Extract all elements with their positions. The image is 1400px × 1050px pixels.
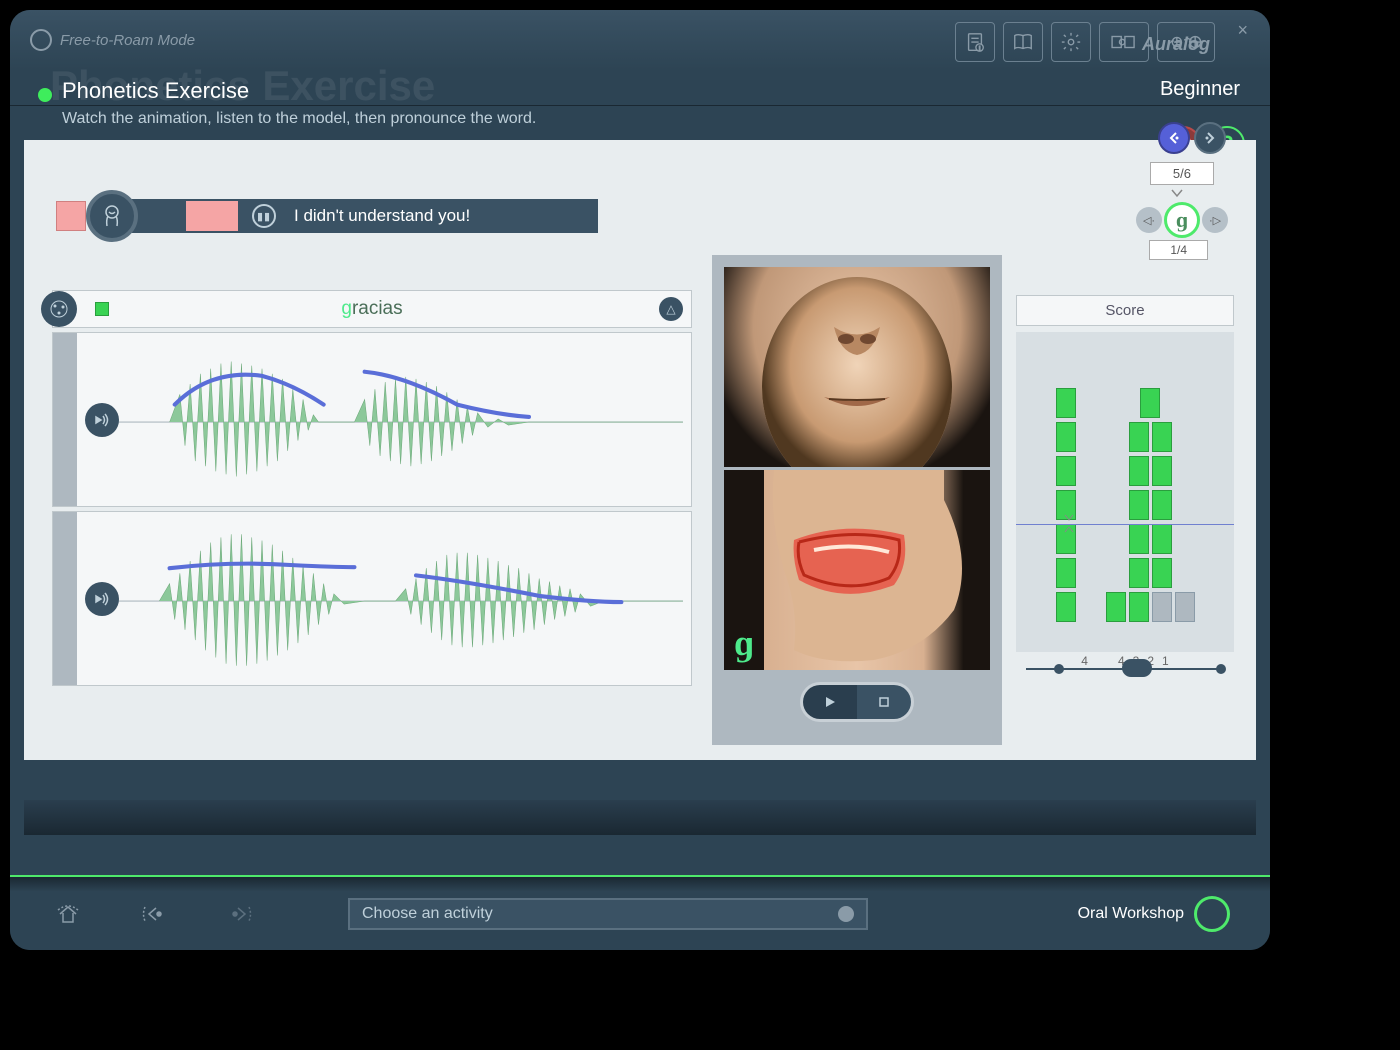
- score-block: [1152, 422, 1172, 452]
- score-slider[interactable]: [1026, 668, 1224, 670]
- waveform-user-svg: [108, 522, 683, 681]
- workshop-ring-icon: [1194, 896, 1230, 932]
- score-block: [1056, 422, 1076, 452]
- play-animation-button[interactable]: [803, 685, 857, 719]
- next-page-button[interactable]: [1194, 122, 1226, 154]
- score-block: [1106, 592, 1126, 622]
- score-block: [1152, 456, 1172, 486]
- instruction-text: Watch the animation, listen to the model…: [62, 110, 1230, 128]
- score-block: [1129, 456, 1149, 486]
- sub-counter: 1/4: [1149, 240, 1208, 260]
- score-block: [1175, 592, 1195, 622]
- prev-page-button[interactable]: [1158, 122, 1190, 154]
- activity-select[interactable]: Choose an activity: [348, 898, 868, 930]
- main-area: 5/6 ◁· ɡ ·▷ 1/4 ▮▮ I didn't understand y…: [24, 140, 1256, 760]
- brand-label: Auralog: [1142, 34, 1210, 55]
- notes-icon[interactable]: !: [955, 22, 995, 62]
- score-block: [1129, 524, 1149, 554]
- score-block: [1152, 524, 1172, 554]
- dark-band: [24, 800, 1256, 835]
- feedback-bar: ▮▮ I didn't understand you!: [86, 190, 598, 242]
- score-block: [1129, 490, 1149, 520]
- globe-small-icon[interactable]: [41, 291, 77, 327]
- triangle-icon[interactable]: △: [659, 297, 683, 321]
- book-icon[interactable]: [1003, 22, 1043, 62]
- face-front-view: [724, 267, 990, 467]
- home-button[interactable]: [50, 896, 86, 932]
- score-label-left: 4: [1081, 654, 1088, 668]
- workshop-indicator: Oral Workshop: [1078, 896, 1230, 932]
- phoneme-label: ɡ: [734, 622, 754, 664]
- page-nav: [1158, 122, 1226, 154]
- score-threshold-line: [1016, 524, 1234, 525]
- back-button[interactable]: [136, 896, 172, 932]
- sub-nav: ◁· ɡ ·▷: [1136, 202, 1228, 238]
- down-arrow-icon: [1170, 188, 1184, 198]
- score-block: [1056, 592, 1076, 622]
- score-block: [1056, 456, 1076, 486]
- feedback-text: I didn't understand you!: [294, 206, 470, 226]
- bottom-bar: Choose an activity Oral Workshop: [10, 875, 1270, 950]
- sub-next-button[interactable]: ·▷: [1202, 207, 1228, 233]
- slider-handle-icon[interactable]: [1122, 659, 1152, 677]
- workshop-label: Oral Workshop: [1078, 905, 1184, 923]
- waveform-model: [52, 332, 692, 507]
- waveform-user: [52, 511, 692, 686]
- face-front-svg: [724, 267, 990, 467]
- wave-side-bar: [53, 333, 77, 506]
- score-block: [1129, 422, 1149, 452]
- title-divider: [10, 105, 1270, 106]
- page-counter: 5/6: [1150, 162, 1214, 185]
- score-col-right: [1106, 342, 1195, 622]
- level-label: Beginner: [1160, 78, 1240, 101]
- sub-prev-button[interactable]: ◁·: [1136, 207, 1162, 233]
- score-block: [1056, 558, 1076, 588]
- top-bar: Free-to-Roam Mode ! Auralog ×: [10, 10, 1270, 70]
- animation-controls: [724, 682, 990, 722]
- status-square-icon: [95, 302, 109, 316]
- feedback-marker: [56, 201, 86, 231]
- title-band: Phonetics Exercise Phonetics Exercise Be…: [10, 70, 1270, 140]
- face-side-svg: [724, 470, 990, 670]
- activity-placeholder: Choose an activity: [362, 905, 493, 923]
- status-dot-icon: [38, 88, 52, 102]
- feedback-pink: [186, 201, 238, 231]
- play-model-button[interactable]: [85, 403, 119, 437]
- head-icon: [86, 190, 138, 242]
- wave-side-bar: [53, 512, 77, 685]
- dropdown-dot-icon: [838, 906, 854, 922]
- svg-text:!: !: [979, 45, 981, 52]
- mode-label: Free-to-Roam Mode: [30, 29, 195, 51]
- gear-icon[interactable]: [1051, 22, 1091, 62]
- face-side-view: ɡ: [724, 470, 990, 670]
- target-word: gracias: [341, 298, 402, 320]
- score-block: [1129, 592, 1149, 622]
- score-block: [1056, 388, 1076, 418]
- score-block: [1140, 388, 1160, 418]
- word-header: gracias △: [52, 290, 692, 328]
- score-block: [1152, 558, 1172, 588]
- pause-icon[interactable]: ▮▮: [252, 204, 276, 228]
- score-panel: Score 4 4321: [1016, 295, 1234, 668]
- play-user-button[interactable]: [85, 582, 119, 616]
- score-block: [1129, 558, 1149, 588]
- animation-panel: ɡ: [712, 255, 1002, 745]
- phoneme-indicator: ɡ: [1164, 202, 1200, 238]
- score-body: [1016, 332, 1234, 652]
- waveform-model-svg: [108, 343, 683, 502]
- feedback-body: ▮▮ I didn't understand you!: [118, 199, 598, 233]
- score-block: [1152, 490, 1172, 520]
- score-label: 1: [1162, 654, 1169, 668]
- forward-button[interactable]: [222, 896, 258, 932]
- score-block: [1152, 592, 1172, 622]
- stop-animation-button[interactable]: [857, 685, 911, 719]
- score-col-left: [1056, 342, 1076, 622]
- exercise-title: Phonetics Exercise: [62, 78, 1230, 104]
- score-header: Score: [1016, 295, 1234, 326]
- word-panel: gracias △: [52, 290, 692, 686]
- close-icon[interactable]: ×: [1237, 20, 1248, 41]
- app-frame: Free-to-Roam Mode ! Auralog × Phonetics …: [10, 10, 1270, 950]
